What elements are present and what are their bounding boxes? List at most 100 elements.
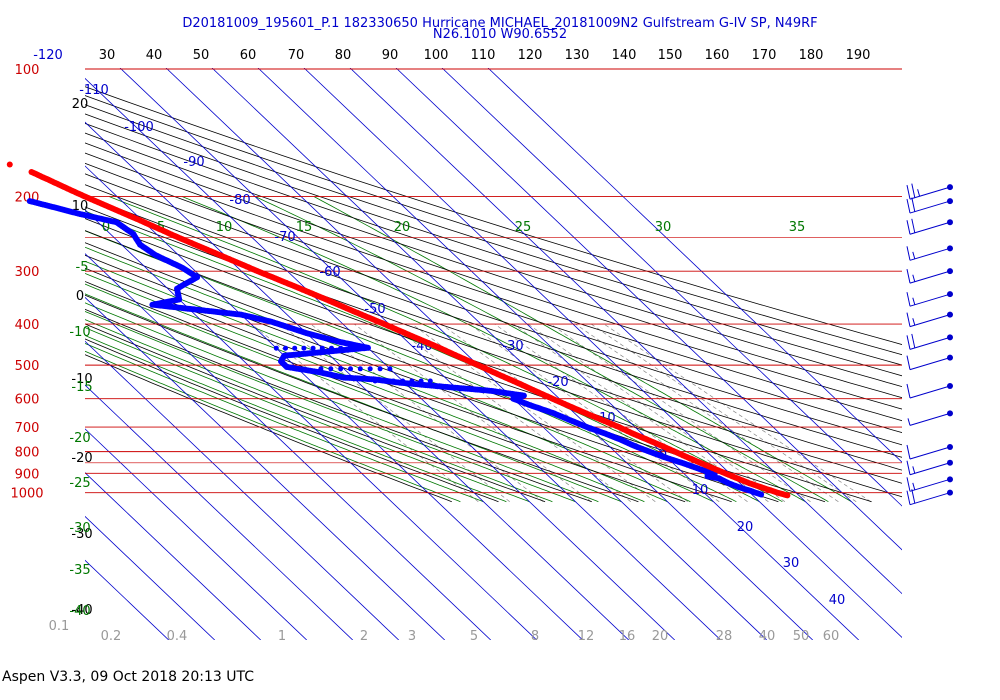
temperature-point [6, 161, 13, 168]
temperature-point [28, 169, 35, 175]
wind-barb-staff [909, 412, 951, 426]
dry-adiabat-line [85, 323, 546, 503]
moist-adiabat-label: -25 [69, 476, 90, 491]
pressure-tick-label: 700 [15, 421, 40, 436]
isotherm-line [85, 428, 307, 640]
isotherms [85, 68, 902, 640]
dry-adiabat-line [85, 218, 902, 498]
dewpoint-point [418, 378, 424, 384]
dry-adiabat-label: -30 [71, 527, 92, 542]
dewpoint-point [338, 345, 344, 351]
dewpoint-point [310, 345, 316, 351]
moist-adiabat-line [85, 350, 461, 503]
wind-barb [906, 459, 953, 476]
mixing-ratio-line [354, 323, 592, 502]
mixing-ratio-label: 0.4 [167, 629, 188, 644]
wind-barb-flag [911, 333, 916, 349]
top-tick-label: 190 [846, 48, 871, 63]
mixing-ratio-line [603, 323, 871, 502]
pressure-tick-label: 1000 [10, 487, 43, 502]
isotherm-line [85, 340, 399, 640]
chart-subtitle: N26.1010 W90.6552 [432, 27, 568, 42]
wind-barb [906, 245, 953, 261]
dewpoint-point [387, 366, 393, 372]
wind-barb-flag [906, 184, 911, 200]
wind-barb-flag [911, 489, 916, 504]
isotherm-label: 40 [829, 593, 846, 608]
wind-barb [906, 291, 953, 307]
mixing-ratio-label: 16 [619, 629, 636, 644]
moist-adiabat-line [85, 272, 668, 503]
wind-barbs [906, 183, 953, 506]
top-tick-label: 50 [193, 48, 210, 63]
dry-adiabat-label: -10 [71, 372, 92, 387]
mixing-ratio-label: 12 [578, 629, 595, 644]
dewpoint-point [283, 345, 288, 351]
mixing-ratio-label: 8 [531, 629, 539, 644]
pressure-tick-label: 400 [15, 318, 40, 333]
top-tick-label: 70 [288, 48, 305, 63]
dry-adiabat-line [85, 86, 902, 345]
moist-adiabat-line [85, 319, 553, 503]
moist-adiabat-label: 25 [515, 220, 532, 235]
pressure-tick-label: 500 [15, 359, 40, 374]
moist-adiabat-label: 30 [655, 220, 672, 235]
wind-barb-flag [906, 477, 911, 492]
top-tick-label: 80 [335, 48, 352, 63]
dewpoint-point [372, 378, 378, 384]
wind-barb-staff [909, 247, 951, 261]
dewpoint-point [381, 378, 387, 384]
dry-adiabat-line [85, 294, 639, 503]
pressure-tick-label: 900 [15, 467, 40, 482]
wind-barb-flag [906, 198, 911, 214]
wind-barb-flag [906, 355, 911, 370]
dewpoint-point [365, 345, 371, 351]
moist-adiabat-line [85, 293, 622, 503]
moist-adiabat-label: -10 [69, 325, 90, 340]
dewpoint-point [367, 366, 373, 372]
mixing-ratio-label: 0.2 [101, 629, 122, 644]
wind-barb-flag [911, 218, 916, 233]
mixing-ratio-label: 0.1 [49, 619, 70, 634]
wind-barb-flag [912, 274, 916, 282]
wind-barb-staff [909, 221, 951, 235]
top-tick-label: -120 [33, 48, 63, 63]
moist-adiabat-label: 35 [789, 220, 806, 235]
top-tick-label: 100 [424, 48, 449, 63]
wind-barb-staff [909, 293, 951, 307]
mixing-ratio-label: 3 [408, 629, 416, 644]
chart-title: D20181009_195601_P.1 182330650 Hurricane… [182, 16, 818, 31]
wind-barb-staff [909, 357, 951, 371]
top-tick-label: 160 [705, 48, 730, 63]
isotherm-label: 30 [783, 556, 800, 571]
mixing-ratio-label: 50 [793, 629, 810, 644]
mixing-ratio-line [591, 323, 857, 502]
wind-barb [906, 354, 953, 371]
dewpoint-point [292, 345, 298, 351]
isotherm-line [85, 209, 537, 640]
moist-adiabat-label: -40 [69, 604, 90, 619]
wind-barb [906, 197, 953, 214]
wind-barb-flag [907, 418, 911, 426]
top-tick-label: 150 [658, 48, 683, 63]
isotherm-line [211, 68, 813, 640]
wind-barb [906, 268, 953, 284]
isotherm-label: 10 [692, 483, 709, 498]
mixing-ratio-label: 1 [278, 629, 286, 644]
wind-barb-flag [912, 466, 916, 474]
isotherm-label: -90 [183, 155, 204, 170]
wind-barb-staff [909, 478, 951, 492]
moist-adiabat-label: -15 [71, 380, 92, 395]
wind-barb-flag [906, 335, 911, 350]
isotherm-line [165, 68, 767, 640]
moist-adiabats [85, 196, 852, 503]
top-tick-label: 30 [99, 48, 116, 63]
dry-adiabat-line [85, 206, 902, 484]
top-tick-label: 110 [471, 48, 496, 63]
isotherm-label: -50 [364, 302, 385, 317]
dry-adiabat-line [85, 162, 902, 433]
dry-adiabat-line [85, 132, 902, 399]
dry-adiabat-line [85, 354, 452, 503]
wind-barb-flag [917, 189, 921, 197]
wind-barb-staff [909, 200, 951, 214]
